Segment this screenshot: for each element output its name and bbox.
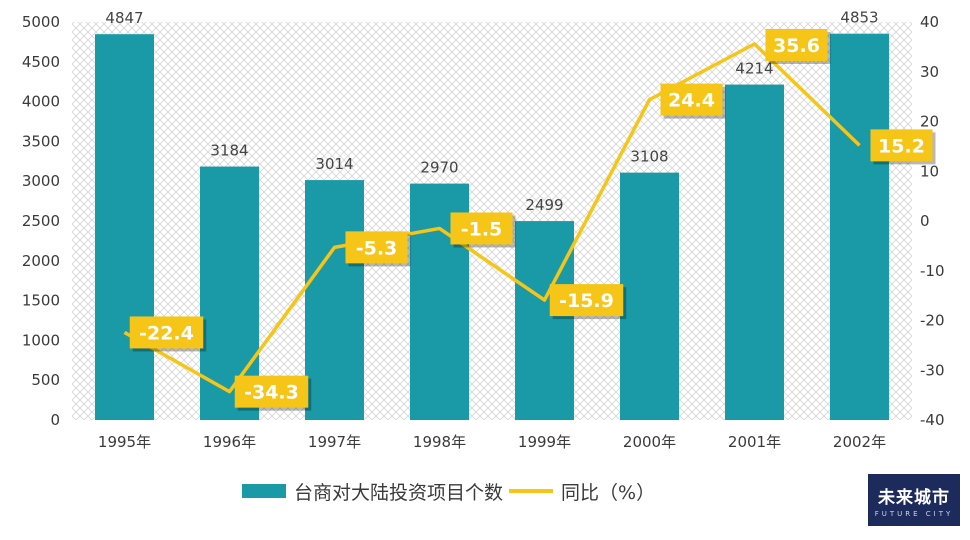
line-data-label: 24.4 <box>660 83 726 119</box>
line-label-text: -15.9 <box>559 290 614 312</box>
line-label-text: -22.4 <box>139 322 194 344</box>
bar <box>515 221 574 420</box>
bar <box>725 84 784 420</box>
left-axis-tick: 3000 <box>22 172 60 190</box>
line-label-box <box>870 129 933 162</box>
legend: 台商对大陆投资项目个数 同比（%） <box>242 476 655 506</box>
line-data-label: -34.3 <box>234 375 312 411</box>
line-data-label: -5.3 <box>345 231 411 267</box>
right-axis-tick: -30 <box>920 361 945 379</box>
right-axis-tick: -20 <box>920 312 945 330</box>
legend-bar-swatch <box>242 484 286 498</box>
right-axis-tick: -10 <box>920 262 945 280</box>
line-label-box <box>549 284 624 317</box>
right-axis-tick: 30 <box>920 63 939 81</box>
left-axis-tick: 3500 <box>22 132 60 150</box>
line-data-label: -15.9 <box>549 284 627 320</box>
left-axis-tick: 1500 <box>22 292 60 310</box>
line-label-text: 24.4 <box>668 90 715 112</box>
logo-main-text: 未来城市 <box>878 487 950 508</box>
left-axis-tick: 4000 <box>22 93 60 111</box>
chart: 0 500 1000 1500 2000 2500 3000 3500 4000 4500 5000… <box>22 9 945 451</box>
left-axis-tick: 500 <box>31 371 60 389</box>
line-label-text: -5.3 <box>356 237 398 259</box>
line-data-label: -22.4 <box>129 316 207 352</box>
legend-bar-label: 台商对大陆投资项目个数 <box>294 481 504 504</box>
line-label-box <box>345 231 408 264</box>
bar <box>305 180 364 420</box>
line-label-box <box>129 316 204 349</box>
bar-data-label: 4214 <box>735 60 773 78</box>
brand-logo: 未来城市 FUTURE CITY <box>868 474 960 526</box>
left-axis-tick: 2500 <box>22 212 60 230</box>
line-label-text: -1.5 <box>461 218 503 240</box>
left-axis-tick: 2000 <box>22 252 60 270</box>
x-axis-tick: 2000年 <box>623 433 676 451</box>
line-label-text: -34.3 <box>244 382 299 404</box>
bar-data-label: 4853 <box>840 9 878 27</box>
line-data-label: -1.5 <box>450 212 516 248</box>
right-axis-tick: 40 <box>920 13 939 31</box>
bar <box>95 34 154 420</box>
bar-data-label: 4847 <box>105 9 143 27</box>
x-axis-tick: 1997年 <box>308 433 361 451</box>
bar <box>620 172 679 420</box>
line-label-text: 35.6 <box>773 35 820 57</box>
left-axis-tick: 5000 <box>22 13 60 31</box>
line-data-label: 35.6 <box>765 29 831 64</box>
x-axis-tick: 1996年 <box>203 433 256 451</box>
bar-data-label: 3014 <box>315 155 353 173</box>
line-label-box <box>765 29 828 61</box>
right-axis-tick: 20 <box>920 113 939 131</box>
legend-line-swatch <box>509 489 554 493</box>
legend-line-label: 同比（%） <box>561 481 656 504</box>
right-axis-tick: 0 <box>920 212 930 230</box>
line-data-label: 15.2 <box>870 129 936 165</box>
right-axis-tick: -40 <box>920 411 945 429</box>
right-axis-tick: 10 <box>920 162 939 180</box>
left-axis-tick: 4500 <box>22 53 60 71</box>
bar-data-label: 3108 <box>630 148 668 166</box>
left-axis-tick: 1000 <box>22 331 60 349</box>
line-label-box <box>234 375 309 408</box>
x-axis-tick: 2002年 <box>833 433 886 451</box>
bar-data-label: 2970 <box>420 159 458 177</box>
x-axis-tick: 2001年 <box>728 433 781 451</box>
x-axis-tick: 1998年 <box>413 433 466 451</box>
line-label-box <box>660 83 723 116</box>
yoy-series-line <box>123 42 861 394</box>
left-axis-tick: 0 <box>50 411 60 429</box>
bar-data-label: 3184 <box>210 142 248 160</box>
bar-data-label: 2499 <box>525 196 563 214</box>
logo-sub-text: FUTURE CITY <box>874 509 954 518</box>
x-axis-tick: 1995年 <box>98 433 151 451</box>
x-axis-tick: 1999年 <box>518 433 571 451</box>
bar <box>830 33 889 420</box>
line-label-box <box>450 212 513 245</box>
line-label-text: 15.2 <box>878 135 925 157</box>
